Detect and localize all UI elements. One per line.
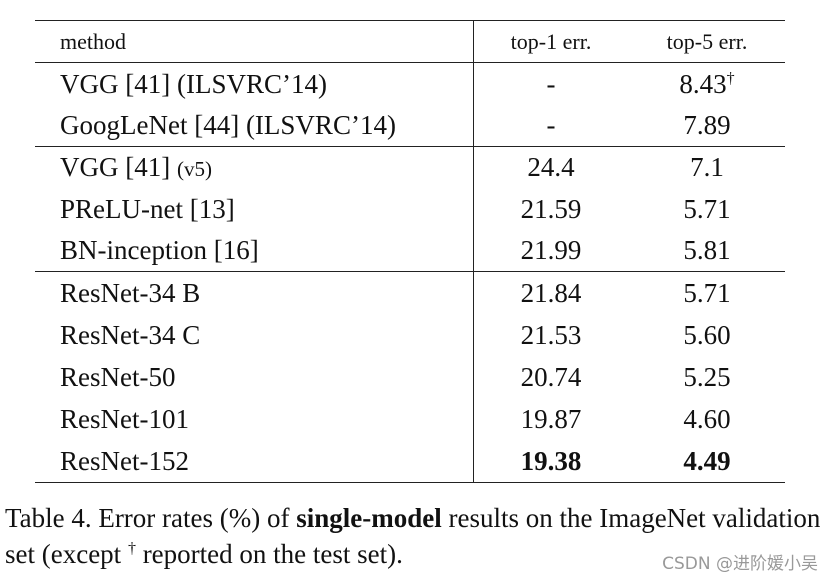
table-cell: 5.71 — [683, 194, 731, 224]
table-cell: ResNet-152 — [60, 446, 189, 476]
table-cell: 7.89 — [683, 110, 731, 140]
table-cell: 4.60 — [683, 404, 731, 434]
dagger: † — [726, 70, 735, 87]
table-row: ResNet-101 19.87 4.60 — [0, 398, 832, 440]
table-row: VGG [41] (v5) 24.4 7.1 — [0, 146, 832, 188]
table-cell: ResNet-50 — [60, 362, 176, 392]
table-cell: 24.4 — [527, 152, 575, 182]
table-cell: ResNet-101 — [60, 404, 189, 434]
top-rule — [35, 20, 785, 21]
table-row: ResNet-50 20.74 5.25 — [0, 356, 832, 398]
table-cell: GoogLeNet [44] (ILSVRC’14) — [60, 110, 396, 140]
table-cell: PReLU-net [13] — [60, 194, 235, 224]
cell-note: (v5) — [176, 157, 212, 181]
table-row: ResNet-34 C 21.53 5.60 — [0, 314, 832, 356]
table-cell: VGG [41] (ILSVRC’14) — [60, 69, 327, 99]
table-cell: 19.87 — [520, 404, 582, 434]
caption-text: Table 4. Error rates (%) of — [5, 503, 297, 533]
table-cell: 4.49 — [683, 446, 731, 476]
table-row: VGG [41] (ILSVRC’14) - 8.43† — [0, 63, 832, 105]
cell-text: 8.43 — [679, 69, 727, 99]
table-row: BN-inception [16] 21.99 5.81 — [0, 229, 832, 271]
watermark: CSDN @进阶媛小吴 — [662, 554, 818, 574]
caption-text: reported on the test set). — [135, 539, 403, 569]
table-cell: 21.84 — [520, 278, 582, 308]
table-row: ResNet-152 19.38 4.49 — [0, 440, 832, 482]
table-cell: VGG [41] (v5) — [60, 146, 212, 190]
table-cell: 7.1 — [690, 152, 724, 182]
table-cell: ResNet-34 C — [60, 320, 201, 350]
caption-bold: single-model — [296, 503, 442, 533]
table-cell: ResNet-34 B — [60, 278, 201, 308]
table-cell: BN-inception [16] — [60, 235, 259, 265]
table-cell: 5.25 — [683, 362, 731, 392]
table-row: PReLU-net [13] 21.59 5.71 — [0, 188, 832, 230]
table-cell: 21.53 — [520, 320, 582, 350]
table-cell: 5.71 — [683, 278, 731, 308]
table-cell: - — [546, 110, 556, 140]
table-row: ResNet-34 B 21.84 5.71 — [0, 272, 832, 314]
header-cell: top-1 err. — [510, 29, 592, 54]
table-cell: 19.38 — [520, 446, 582, 476]
header-cell: method — [60, 29, 126, 54]
header-cell: top-5 err. — [666, 29, 748, 54]
caption: Table 4. Error rates (%) of single-model… — [5, 500, 830, 572]
cell-text: VGG [41] — [60, 152, 171, 182]
table-cell: 5.60 — [683, 320, 731, 350]
header-rule — [35, 62, 785, 63]
table-cell: - — [546, 69, 556, 99]
table-row: GoogLeNet [44] (ILSVRC’14) - 7.89 — [0, 104, 832, 146]
table-cell: 5.81 — [683, 235, 731, 265]
group-rule — [35, 271, 785, 272]
group-rule — [35, 146, 785, 147]
table-cell: 20.74 — [520, 362, 582, 392]
caption-text: results on the ImageNet validation set (… — [5, 503, 821, 569]
header-row: method top-1 err. top-5 err. — [0, 21, 832, 63]
dagger: † — [127, 540, 136, 557]
bottom-rule — [35, 482, 785, 483]
table-cell: 21.99 — [520, 235, 582, 265]
column-rule — [473, 20, 474, 482]
table-cell: 21.59 — [520, 194, 582, 224]
table-cell: 8.43† — [647, 63, 767, 105]
